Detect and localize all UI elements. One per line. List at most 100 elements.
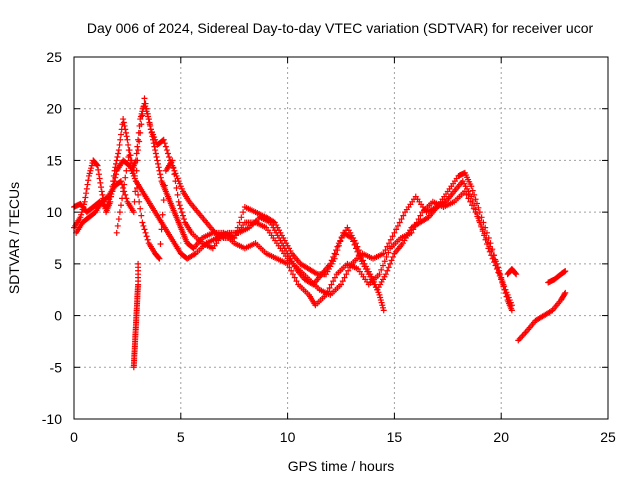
x-axis-label: GPS time / hours: [288, 458, 395, 474]
data-point: [489, 255, 496, 262]
data-point: [123, 133, 130, 140]
y-tick-label: 0: [54, 308, 62, 324]
data-point: [138, 212, 145, 219]
data-points: [71, 95, 569, 371]
data-point: [483, 241, 490, 248]
data-point: [354, 248, 361, 255]
data-point: [339, 278, 346, 285]
x-tick-label: 15: [387, 429, 403, 445]
x-tick-label: 25: [600, 429, 616, 445]
data-point: [133, 167, 140, 174]
data-point: [495, 269, 502, 276]
data-point: [478, 223, 485, 230]
data-point: [562, 289, 569, 296]
data-point: [472, 206, 479, 213]
data-point: [341, 274, 348, 281]
data-point: [343, 271, 350, 278]
data-point: [476, 219, 483, 226]
data-point: [120, 185, 127, 192]
data-point: [132, 188, 139, 195]
data-point: [324, 288, 331, 295]
data-point: [155, 164, 162, 171]
data-point: [388, 257, 395, 264]
data-point: [175, 198, 182, 205]
plot-frame: [73, 56, 609, 420]
data-point: [166, 153, 173, 160]
data-point: [291, 274, 298, 281]
data-point: [114, 153, 121, 160]
data-point: [163, 147, 170, 154]
data-point: [137, 205, 144, 212]
y-tick-label: 25: [46, 49, 62, 65]
data-point: [286, 264, 293, 271]
data-point: [338, 234, 345, 241]
data-point: [134, 185, 141, 192]
data-point: [492, 262, 499, 269]
data-point: [156, 167, 163, 174]
y-tick-label: 15: [46, 152, 62, 168]
data-point: [117, 131, 124, 138]
y-tick-label: 5: [54, 256, 62, 272]
data-point: [155, 254, 162, 261]
data-point: [561, 291, 568, 298]
data-point: [164, 150, 171, 157]
data-point: [463, 191, 470, 198]
data-point: [138, 121, 145, 128]
data-point: [348, 235, 355, 241]
data-point: [83, 190, 90, 197]
data-point: [157, 241, 164, 248]
data-point: [330, 278, 337, 285]
data-point: [117, 202, 124, 209]
data-point: [156, 255, 163, 262]
data-point: [161, 182, 168, 189]
data-point: [387, 260, 394, 267]
data-point: [389, 253, 396, 260]
data-point: [153, 153, 160, 160]
data-point: [127, 152, 134, 159]
data-point: [143, 233, 150, 240]
data-point: [135, 260, 142, 267]
data-point: [378, 266, 385, 273]
data-point: [98, 188, 105, 195]
data-point: [234, 224, 241, 231]
data-point: [139, 112, 146, 119]
data-point: [177, 205, 184, 212]
data-point: [140, 222, 147, 229]
data-point: [475, 215, 482, 222]
data-point: [376, 271, 383, 278]
data-point: [232, 229, 239, 236]
data-point: [468, 183, 475, 190]
data-point: [485, 245, 492, 252]
data-point: [142, 100, 149, 107]
data-point: [84, 181, 91, 188]
data-point: [131, 172, 138, 179]
data-point: [144, 110, 151, 117]
data-point: [155, 160, 162, 167]
data-point: [499, 279, 506, 286]
data-point: [116, 141, 123, 148]
data-point: [331, 255, 338, 262]
data-point: [125, 141, 132, 148]
data-point: [513, 271, 520, 278]
data-point: [120, 116, 127, 123]
data-point: [231, 235, 238, 241]
data-point: [134, 157, 141, 164]
data-point: [145, 116, 152, 123]
data-point: [162, 143, 169, 150]
data-point: [486, 248, 493, 255]
data-point: [81, 198, 88, 205]
series-trace-4: [73, 95, 515, 309]
data-point: [293, 278, 300, 285]
y-tick-label: 10: [46, 204, 62, 220]
x-tick-label: 10: [280, 429, 296, 445]
data-point: [289, 271, 296, 278]
data-point: [85, 177, 92, 184]
data-point: [111, 178, 118, 185]
data-point: [142, 229, 149, 236]
data-point: [479, 228, 486, 235]
data-point: [238, 214, 245, 221]
data-point: [135, 191, 142, 198]
data-point: [99, 191, 106, 198]
data-point: [124, 160, 131, 167]
data-point: [94, 162, 101, 169]
